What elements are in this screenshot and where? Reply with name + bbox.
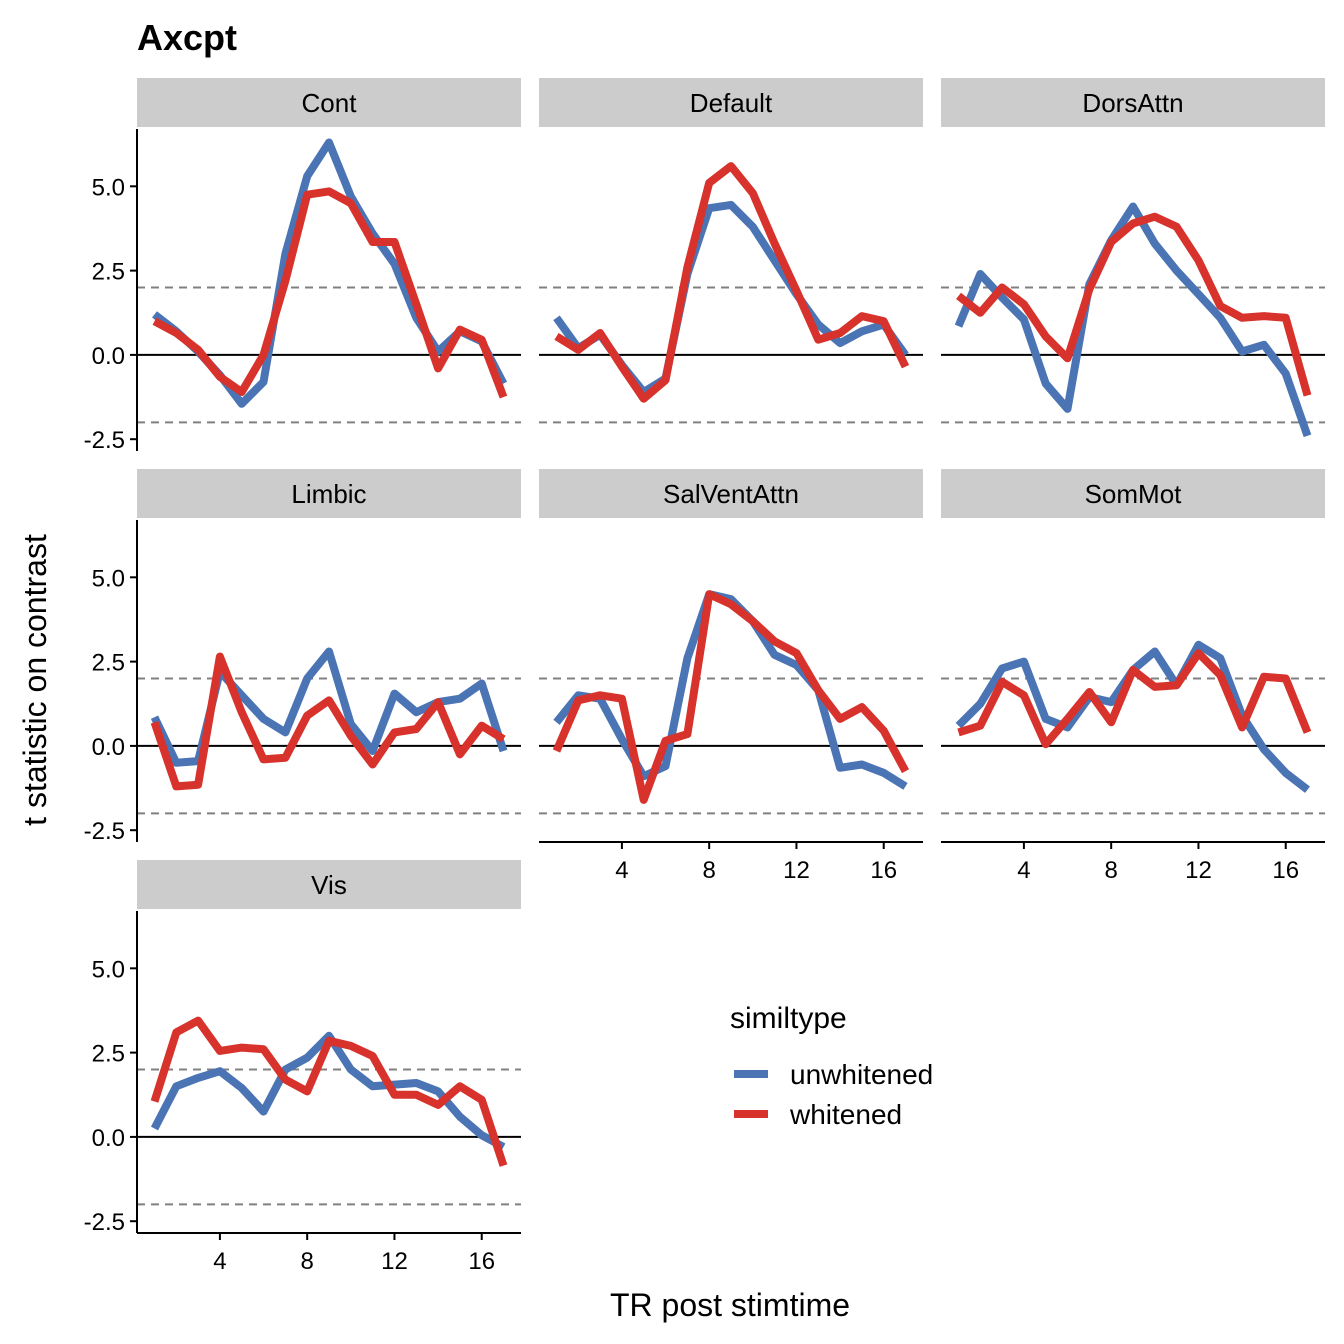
x-tick-label: 8 [301,1248,314,1275]
x-tick-label: 8 [703,857,716,884]
panel-salventattn: SalVentAttn 4 8 12 16 [539,469,923,884]
series-line-unwhitened [553,590,908,790]
strip-label: Vis [311,870,347,900]
panel-sommot: SomMot 4 8 12 16 [941,469,1325,884]
strip-label: SalVentAttn [663,479,799,509]
strip-label: DorsAttn [1082,88,1183,118]
y-tick-label: 5.0 [92,565,125,592]
chart-title: Axcpt [137,17,237,58]
y-tick-label: 0.0 [92,343,125,370]
strip-label: Default [690,88,773,118]
y-tick-label: 5.0 [92,174,125,201]
series-line-whitened [554,162,910,403]
facet-panels: Cont -2.5 0.0 2.5 5.0 Default DorsAttn Limbic -2… [84,78,1325,1275]
strip-label: SomMot [1085,479,1183,509]
panel-vis: Vis -2.5 0.0 2.5 5.0 4 8 12 16 [84,860,521,1275]
series-line-whitened [552,590,910,804]
x-tick-label: 8 [1105,857,1118,884]
strip-label: Cont [302,88,358,118]
x-tick-label: 12 [783,857,810,884]
series-line-whitened [150,1016,508,1167]
strip-background [941,78,1325,127]
x-tick-label: 16 [870,857,897,884]
y-tick-label: 2.5 [92,259,125,286]
legend-label-unwhitened: unwhitened [790,1059,933,1090]
panel-limbic: Limbic -2.5 0.0 2.5 5.0 [84,469,521,845]
x-tick-label: 16 [1272,857,1299,884]
series-line-unwhitened [553,200,909,396]
x-tick-label: 4 [213,1248,226,1275]
legend-title: similtype [730,1002,847,1035]
x-tick-label: 4 [615,857,628,884]
x-axis-title: TR post stimtime [610,1287,850,1323]
strip-background [137,469,521,518]
y-tick-label: -2.5 [84,818,125,845]
series-line-whitened [957,649,1312,749]
series-line-whitened [956,212,1312,397]
strip-background [539,78,923,127]
series-line-unwhitened [954,202,1312,438]
series-line-whitened [152,187,508,399]
y-tick-label: 0.0 [92,1125,125,1152]
strip-background [539,469,923,518]
panel-cont: Cont -2.5 0.0 2.5 5.0 [84,78,521,454]
y-tick-label: 5.0 [92,956,125,983]
strip-background [137,860,521,909]
y-axis-title: t statistic on contrast [17,534,53,826]
legend-label-whitened: whitened [789,1099,902,1130]
x-tick-label: 12 [1185,857,1212,884]
x-tick-label: 12 [381,1248,408,1275]
strip-background [941,469,1325,518]
panel-dorsattn: DorsAttn [941,78,1325,438]
strip-label: Limbic [291,479,366,509]
panel-default: Default [539,78,923,424]
legend: similtype unwhitened whitened [730,1002,933,1130]
y-tick-label: 2.5 [92,650,125,677]
y-tick-label: -2.5 [84,427,125,454]
y-tick-label: -2.5 [84,1209,125,1236]
x-tick-label: 16 [468,1248,495,1275]
y-tick-label: 0.0 [92,734,125,761]
strip-background [137,78,521,127]
x-tick-label: 4 [1017,857,1030,884]
y-tick-label: 2.5 [92,1041,125,1068]
series-line-whitened [150,652,506,791]
